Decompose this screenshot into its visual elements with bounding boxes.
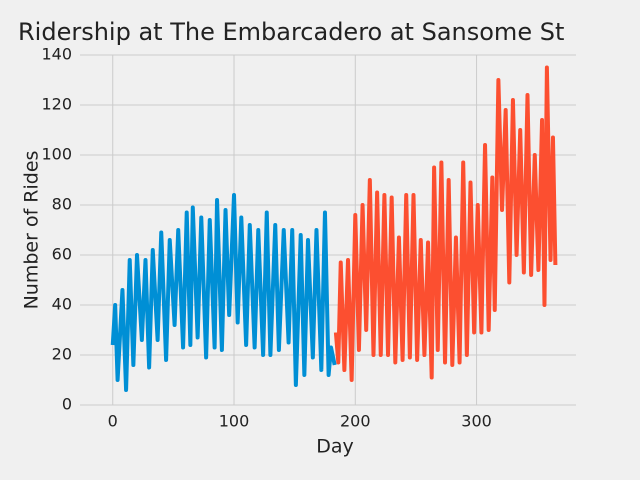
x-axis-label: Day [316, 436, 354, 458]
y-tick-label: 60 [52, 245, 72, 264]
x-tick-label: 100 [219, 412, 250, 431]
y-tick-label: 0 [62, 395, 72, 414]
y-axis-label: Number of Rides [21, 151, 43, 310]
y-tick-label: 20 [52, 345, 72, 364]
data-line [333, 65, 558, 382]
y-tick-label: 140 [41, 45, 72, 64]
chart-title: Ridership at The Embarcadero at Sansome … [18, 18, 564, 46]
y-tick-label: 40 [52, 295, 72, 314]
data-line [110, 193, 337, 392]
y-tick-label: 120 [41, 95, 72, 114]
x-tick-label: 300 [461, 412, 492, 431]
x-tick-label: 200 [340, 412, 371, 431]
x-tick-label: 0 [108, 412, 118, 431]
y-tick-label: 100 [41, 145, 72, 164]
y-tick-label: 80 [52, 195, 72, 214]
